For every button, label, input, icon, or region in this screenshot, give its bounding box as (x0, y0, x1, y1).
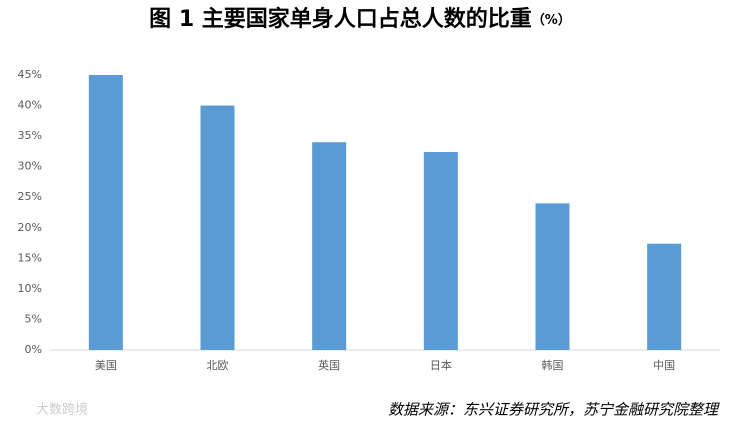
y-tick-label: 30% (18, 160, 42, 173)
bar (88, 75, 123, 350)
y-tick-label: 5% (25, 312, 42, 325)
y-tick-label: 20% (18, 221, 42, 234)
title-main: 图 1 主要国家单身人口占总人数的比重 (149, 6, 532, 32)
x-tick-label: 北欧 (207, 359, 229, 372)
y-tick-label: 15% (18, 251, 42, 264)
y-tick-label: 40% (18, 99, 42, 112)
bar (200, 105, 235, 350)
source-note: 数据来源：东兴证券研究所，苏宁金融研究院整理 (388, 401, 720, 419)
x-tick-label: 美国 (95, 359, 117, 372)
y-tick-label: 25% (18, 190, 42, 203)
bar (535, 203, 570, 350)
bar (647, 243, 682, 350)
y-tick-label: 35% (18, 129, 42, 142)
y-tick-label: 0% (25, 343, 42, 356)
watermark: 大数跨境 (36, 403, 88, 418)
y-tick-label: 45% (18, 68, 42, 81)
x-tick-label: 日本 (430, 358, 452, 372)
chart-title: 图 1 主要国家单身人口占总人数的比重（%） (149, 6, 571, 32)
bar (312, 142, 347, 350)
y-tick-label: 10% (18, 282, 42, 295)
title-unit: （%） (532, 12, 571, 28)
x-tick-label: 韩国 (542, 358, 564, 372)
x-tick-label: 英国 (318, 358, 340, 372)
bar (423, 152, 458, 350)
x-tick-label: 中国 (653, 359, 675, 372)
